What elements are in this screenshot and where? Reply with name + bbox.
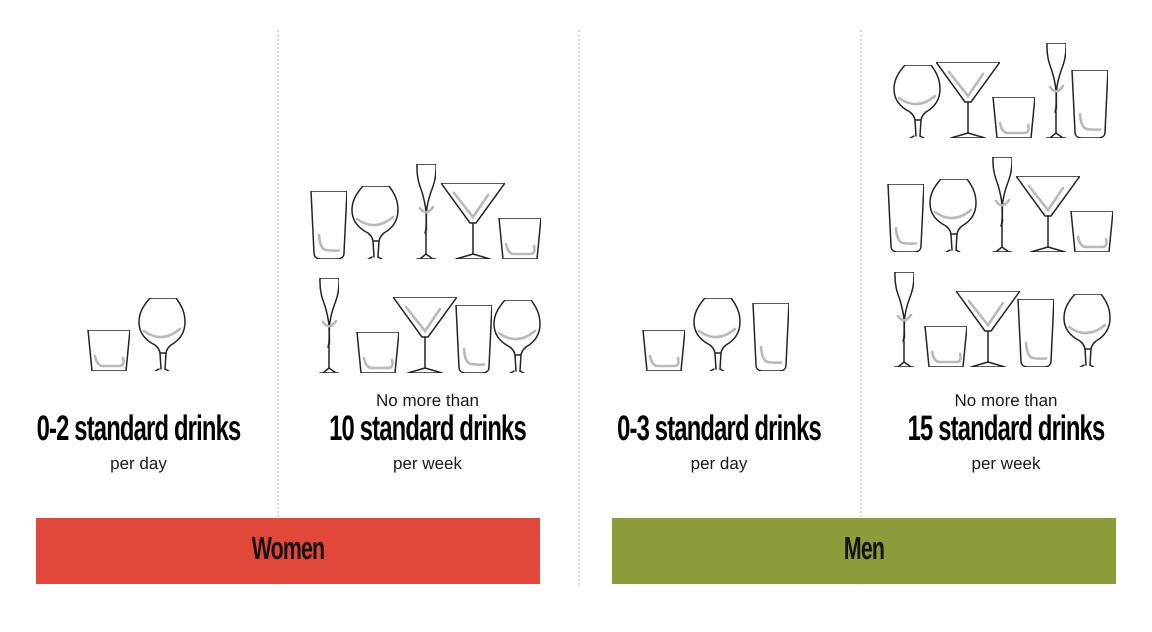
svg-text:10 standard drinks: 10 standard drinks bbox=[329, 410, 526, 449]
svg-text:15 standard drinks: 15 standard drinks bbox=[908, 410, 1105, 449]
svg-text:0-3 standard drinks: 0-3 standard drinks bbox=[617, 410, 821, 449]
svg-text:Women: Women bbox=[252, 530, 325, 567]
svg-text:0-2 standard drinks: 0-2 standard drinks bbox=[37, 410, 241, 449]
svg-text:Men: Men bbox=[844, 530, 884, 567]
